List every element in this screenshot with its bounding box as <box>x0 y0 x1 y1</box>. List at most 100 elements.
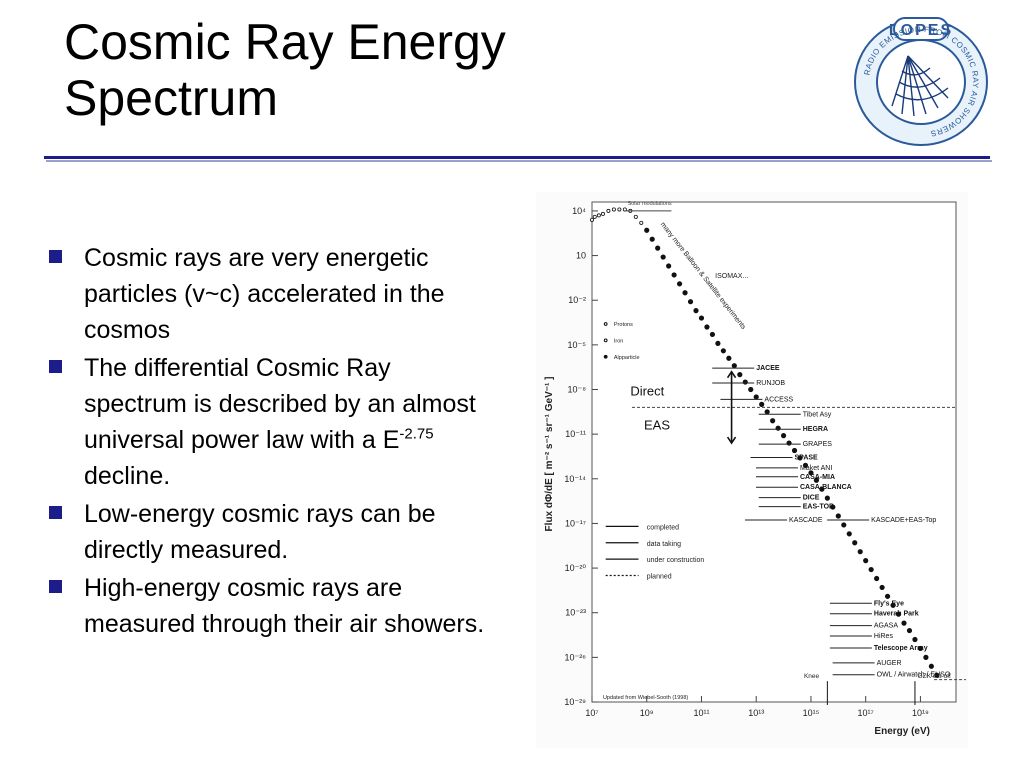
data-point <box>596 213 601 218</box>
bullet-item: The differential Cosmic Ray spectrum is … <box>46 350 496 494</box>
data-point <box>775 425 781 431</box>
slide-title-line-1: Cosmic Ray Energy <box>64 14 506 70</box>
data-point <box>879 584 885 591</box>
data-point <box>660 254 666 260</box>
x-tick-label: 10¹⁹ <box>912 708 929 718</box>
y-tick-label: 10⁻⁵ <box>568 340 587 350</box>
data-point <box>715 340 721 346</box>
data-point <box>863 558 869 564</box>
experiment-label: AGASA <box>874 623 898 630</box>
data-point <box>791 447 798 454</box>
bullet-item: High-energy cosmic rays are measured thr… <box>46 570 496 642</box>
plot-area <box>591 201 957 703</box>
data-point <box>912 636 918 643</box>
data-point <box>923 654 929 660</box>
experiment-label: Haverah Park <box>874 611 919 618</box>
y-tick-label: 10⁻¹⁷ <box>565 518 586 528</box>
data-point <box>611 207 616 212</box>
data-point <box>780 433 787 439</box>
data-point <box>901 620 907 626</box>
data-point <box>606 208 611 213</box>
data-point <box>797 455 803 461</box>
data-point <box>824 495 830 501</box>
data-point <box>884 593 891 599</box>
bullet-text: Cosmic rays are very energetic particles… <box>84 244 445 344</box>
x-tick-label: 10¹⁵ <box>803 708 820 718</box>
legend-line-label: under construction <box>647 557 705 564</box>
bullet-square-icon <box>49 360 62 373</box>
annotation-gzk: GZK cut-off <box>918 673 951 680</box>
experiment-label: ACCESS <box>764 396 793 403</box>
arrow-down-icon <box>726 436 737 445</box>
data-point <box>639 220 644 225</box>
legend-species-label: Protons <box>614 322 633 328</box>
data-point <box>644 227 650 233</box>
data-point <box>852 540 858 546</box>
experiment-label: KASCADE+EAS-Top <box>871 517 936 524</box>
slide-title: Cosmic Ray Energy Spectrum <box>64 14 704 126</box>
data-point <box>666 263 672 269</box>
logo-banner <box>893 17 949 41</box>
data-point <box>753 394 759 400</box>
slide-title-line-2: Spectrum <box>64 70 278 126</box>
y-tick-label: 10⁻²⁹ <box>564 697 586 707</box>
data-point <box>600 211 605 216</box>
data-point <box>759 401 765 407</box>
experiment-label: OWL / Airwatch / EUSO <box>877 672 951 679</box>
data-point <box>917 645 924 652</box>
annotation-isomax: ISOMAX... <box>715 273 748 280</box>
bullet-text: The differential Cosmic Ray spectrum is … <box>84 354 476 454</box>
annotation-source: Updated from Wiebel-Sooth (1998) <box>603 695 688 701</box>
data-point <box>592 214 597 219</box>
y-tick-label: 10⁻² <box>568 295 586 305</box>
data-point <box>813 477 820 483</box>
data-point <box>868 566 874 573</box>
data-point <box>835 513 841 519</box>
experiment-label: CASA-BLANCA <box>800 484 852 491</box>
legend-species-marker <box>603 354 608 359</box>
data-point <box>655 245 661 251</box>
bullet-list: Cosmic rays are very energetic particles… <box>46 240 496 644</box>
x-tick-label: 10⁷ <box>585 708 598 718</box>
bullet-square-icon <box>49 506 62 519</box>
data-point <box>742 379 748 385</box>
data-point <box>874 575 880 582</box>
data-point <box>649 236 655 242</box>
experiment-label: AUGER <box>877 660 902 667</box>
legend-species-label: Iron <box>614 338 623 344</box>
data-point <box>934 672 940 678</box>
bullet-item: Cosmic rays are very energetic particles… <box>46 240 496 348</box>
data-point <box>748 386 754 393</box>
title-underline <box>44 156 990 159</box>
data-point <box>808 470 814 476</box>
data-point <box>830 504 836 510</box>
experiment-label: HiRes <box>874 633 894 640</box>
bullet-text: Low-energy cosmic rays can be directly m… <box>84 500 436 564</box>
data-point <box>687 299 694 305</box>
experiment-label: SPASE <box>795 454 819 461</box>
y-tick-label: 10⁻²⁰ <box>565 563 587 573</box>
x-tick-label: 10⁹ <box>640 708 654 718</box>
legend-species-marker <box>603 338 608 343</box>
annotation-eas: EAS <box>644 418 670 433</box>
experiment-label: JACEE <box>756 365 780 372</box>
experiment-label: Fly's Eye <box>874 600 904 607</box>
data-point <box>720 348 726 354</box>
legend-species-label: Alpparticle <box>614 355 640 361</box>
legend-line-label: completed <box>647 524 679 531</box>
experiment-label: EAS-TOP <box>803 504 834 511</box>
experiment-label: Telescope Array <box>874 645 928 652</box>
data-point <box>709 331 716 338</box>
annotation-solar: Solar modulations <box>628 201 672 207</box>
annotation-direct: Direct <box>630 383 664 398</box>
data-point <box>617 207 622 212</box>
data-point <box>764 409 770 415</box>
data-point <box>770 418 776 424</box>
experiment-label: KASCADE <box>789 517 823 524</box>
data-point <box>693 308 699 314</box>
data-point <box>928 663 934 669</box>
experiment-label: HEGRA <box>803 426 828 433</box>
y-tick-label: 10⁻⁸ <box>567 385 586 395</box>
experiment-label: GRAPES <box>803 441 833 448</box>
data-point <box>590 217 595 222</box>
